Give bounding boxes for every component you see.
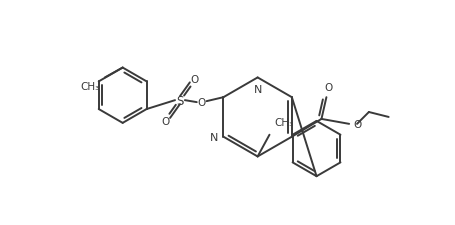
Text: O: O	[352, 119, 360, 129]
Text: CH₃: CH₃	[81, 82, 100, 92]
Text: CH₃: CH₃	[274, 117, 293, 127]
Text: O: O	[190, 75, 198, 85]
Text: N: N	[253, 85, 261, 95]
Text: N: N	[210, 132, 218, 142]
Text: S: S	[176, 94, 183, 107]
Text: O: O	[161, 116, 169, 126]
Text: O: O	[197, 98, 205, 108]
Text: O: O	[324, 83, 332, 93]
